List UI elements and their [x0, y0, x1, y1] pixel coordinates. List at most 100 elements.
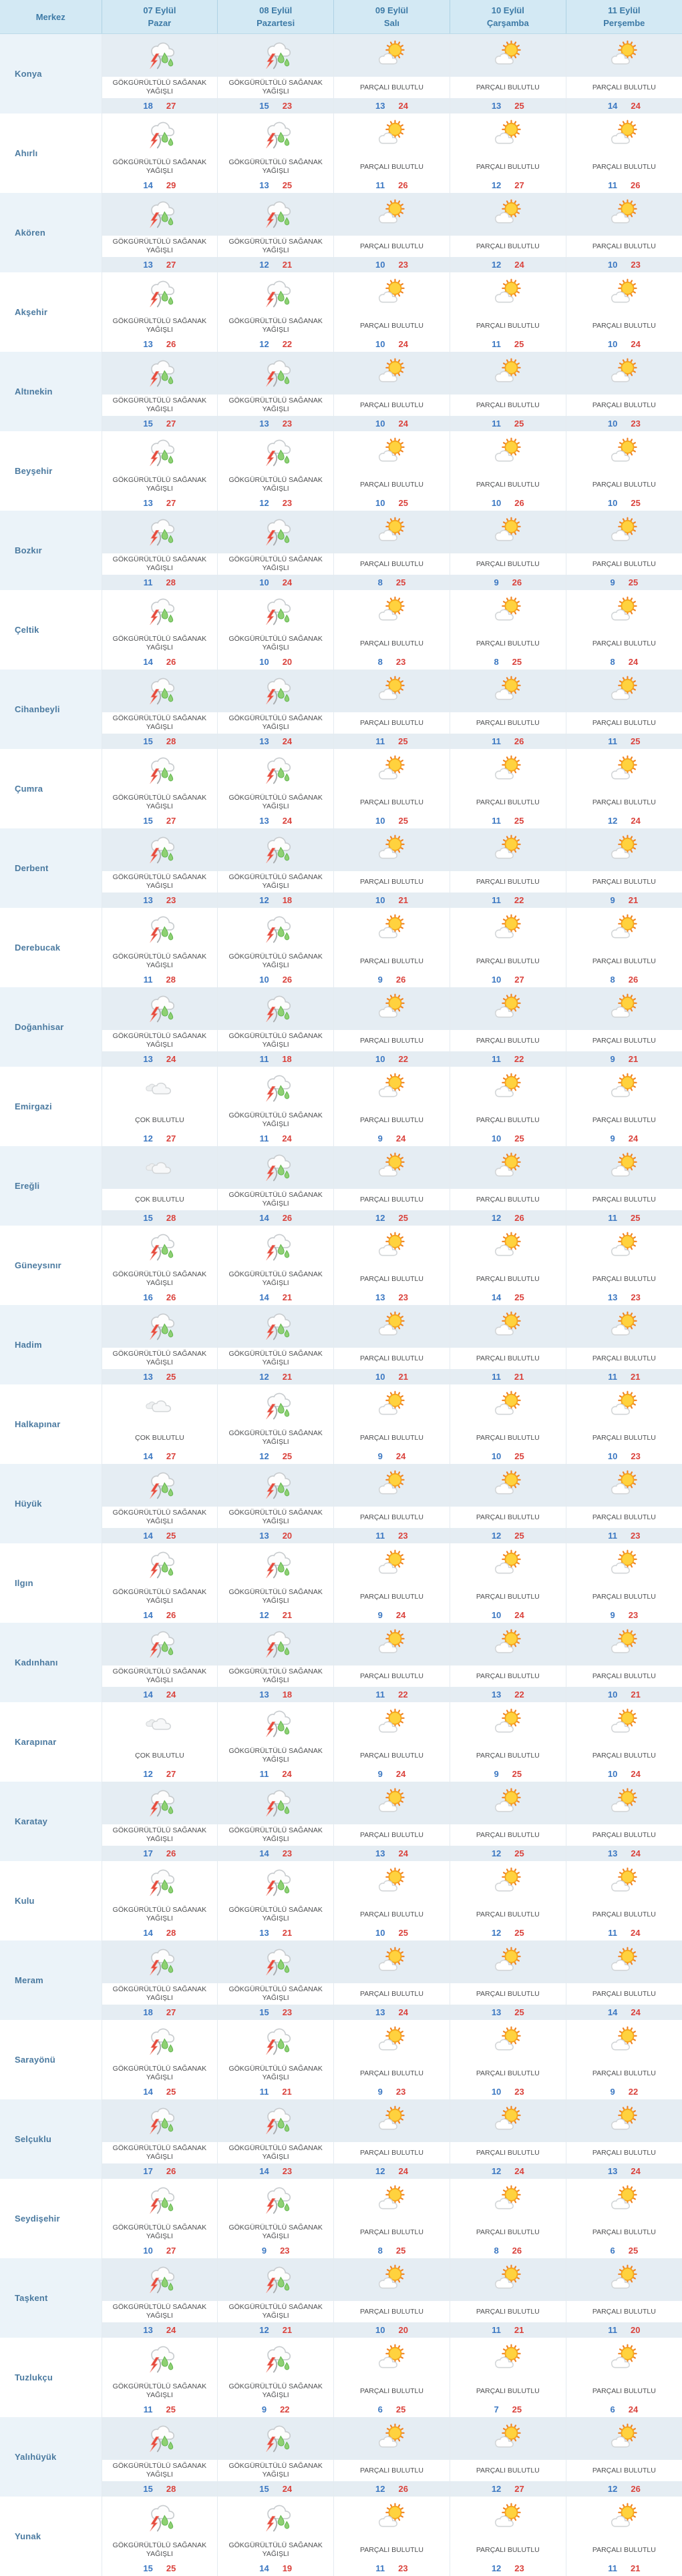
max-temp: 24 [166, 1054, 176, 1064]
temperature-band: 14 24 [566, 2005, 682, 2020]
condition-band: GÖKGÜRÜLTÜLÜ SAĞANAK YAĞIŞLI [218, 1745, 333, 1766]
partly-cloudy-icon [372, 914, 411, 945]
icon-band [102, 272, 218, 315]
icon-band [102, 828, 218, 871]
icon-band [566, 1941, 682, 1983]
min-temp: 12 [259, 1610, 269, 1620]
min-temp: 9 [610, 2087, 615, 2097]
icon-band [334, 431, 450, 474]
temperature-band: 13 25 [450, 2005, 566, 2020]
min-temp: 13 [375, 101, 385, 111]
day-cell: GÖKGÜRÜLTÜLÜ SAĞANAK YAĞIŞLI 13 24 [102, 987, 218, 1067]
temperature-band: 14 23 [218, 1846, 333, 1861]
condition-band: GÖKGÜRÜLTÜLÜ SAĞANAK YAĞIŞLI [102, 2380, 218, 2402]
condition-band: PARÇALI BULUTLU [566, 1586, 682, 1607]
day-cell: PARÇALI BULUTLU 10 27 [450, 908, 566, 987]
condition-label: PARÇALI BULUTLU [355, 401, 429, 410]
district-name: Karapınar [15, 1737, 57, 1747]
thunderstorm-icon [257, 1390, 295, 1421]
temperature-band: 15 23 [218, 2005, 333, 2020]
icon-band [450, 193, 566, 236]
partly-cloudy-icon [605, 1549, 643, 1580]
day-cell: PARÇALI BULUTLU 14 24 [566, 1941, 682, 2020]
min-temp: 10 [375, 1054, 385, 1064]
condition-band: PARÇALI BULUTLU [566, 2460, 682, 2481]
thunderstorm-icon [257, 1232, 295, 1262]
icon-band [218, 1226, 333, 1268]
day-cell: GÖKGÜRÜLTÜLÜ SAĞANAK YAĞIŞLI 18 27 [102, 1941, 218, 2020]
temperature-band: 6 24 [566, 2402, 682, 2417]
condition-label: GÖKGÜRÜLTÜLÜ SAĞANAK YAĞIŞLI [104, 2144, 215, 2161]
min-temp: 16 [143, 1292, 152, 1302]
condition-band: GÖKGÜRÜLTÜLÜ SAĞANAK YAĞIŞLI [218, 1665, 333, 1687]
thunderstorm-icon [257, 2105, 295, 2136]
temperature-band: 15 27 [102, 813, 218, 828]
max-temp: 25 [398, 1213, 407, 1223]
max-temp: 25 [514, 1531, 524, 1541]
day-cell: GÖKGÜRÜLTÜLÜ SAĞANAK YAĞIŞLI 13 20 [218, 1464, 334, 1543]
condition-label: PARÇALI BULUTLU [471, 322, 545, 330]
icon-band [566, 113, 682, 156]
day-cell: GÖKGÜRÜLTÜLÜ SAĞANAK YAĞIŞLI 13 18 [218, 1623, 334, 1702]
icon-band [334, 113, 450, 156]
partly-cloudy-icon [372, 119, 411, 150]
day-cell: GÖKGÜRÜLTÜLÜ SAĞANAK YAĞIŞLI 14 21 [218, 1226, 334, 1305]
max-temp: 25 [398, 816, 407, 826]
max-temp: 24 [631, 816, 640, 826]
temperature-band: 10 23 [334, 257, 450, 272]
max-temp: 26 [166, 1610, 176, 1620]
icon-band [566, 749, 682, 792]
temperature-band: 13 27 [102, 495, 218, 511]
table-row: Karapınar ÇOK BULUTLU 12 27 GÖKGÜRÜLTÜLÜ… [0, 1702, 682, 1782]
condition-label: PARÇALI BULUTLU [471, 957, 545, 966]
max-temp: 24 [398, 339, 407, 349]
district-cell: Ereğli [0, 1146, 102, 1226]
icon-band [450, 2099, 566, 2142]
district-name: Konya [15, 69, 42, 79]
temperature-band: 9 21 [566, 892, 682, 908]
min-temp: 11 [144, 2404, 153, 2414]
condition-label: PARÇALI BULUTLU [355, 560, 429, 569]
condition-label: PARÇALI BULUTLU [587, 719, 661, 728]
condition-band: GÖKGÜRÜLTÜLÜ SAĞANAK YAĞIŞLI [218, 633, 333, 654]
max-temp: 24 [398, 1848, 407, 1858]
max-temp: 28 [166, 975, 176, 985]
condition-label: GÖKGÜRÜLTÜLÜ SAĞANAK YAĞIŞLI [104, 2462, 215, 2479]
icon-band [102, 2497, 218, 2539]
min-temp: 13 [143, 498, 152, 508]
condition-band: GÖKGÜRÜLTÜLÜ SAĞANAK YAĞIŞLI [102, 77, 218, 98]
temperature-band: 9 25 [450, 1766, 566, 1782]
min-temp: 13 [259, 180, 269, 190]
temperature-band: 12 21 [218, 1607, 333, 1623]
partly-cloudy-icon [488, 1470, 527, 1501]
day-cell: ÇOK BULUTLU 14 27 [102, 1384, 218, 1464]
table-row: Emirgazi ÇOK BULUTLU 12 27 GÖKGÜRÜLTÜLÜ … [0, 1067, 682, 1146]
thunderstorm-icon [257, 437, 295, 468]
max-temp: 25 [629, 2246, 638, 2256]
condition-band: GÖKGÜRÜLTÜLÜ SAĞANAK YAĞIŞLI [218, 1030, 333, 1051]
max-temp: 24 [283, 816, 292, 826]
district-name: Kadınhanı [15, 1657, 58, 1667]
condition-label: PARÇALI BULUTLU [355, 1593, 429, 1601]
temperature-band: 13 24 [334, 2005, 450, 2020]
condition-band: PARÇALI BULUTLU [334, 2142, 450, 2163]
district-cell: Kadınhanı [0, 1623, 102, 1702]
partly-cloudy-icon [488, 676, 527, 706]
max-temp: 24 [629, 1133, 638, 1143]
min-temp: 10 [492, 1451, 501, 1461]
district-name: Meram [15, 1975, 43, 1985]
day-cell: GÖKGÜRÜLTÜLÜ SAĞANAK YAĞIŞLI 14 23 [218, 2099, 334, 2179]
min-temp: 13 [608, 1848, 617, 1858]
icon-band [566, 2497, 682, 2539]
min-temp: 8 [378, 577, 383, 587]
min-temp: 9 [610, 577, 615, 587]
district-name: Doğanhisar [15, 1022, 64, 1032]
day-cell: PARÇALI BULUTLU 11 25 [450, 272, 566, 352]
thunderstorm-icon [140, 1549, 179, 1580]
max-temp: 27 [166, 260, 176, 270]
icon-band [102, 34, 218, 77]
max-temp: 24 [631, 1769, 640, 1779]
max-temp: 27 [166, 1769, 176, 1779]
district-cell: Karatay [0, 1782, 102, 1861]
max-temp: 26 [512, 577, 522, 587]
